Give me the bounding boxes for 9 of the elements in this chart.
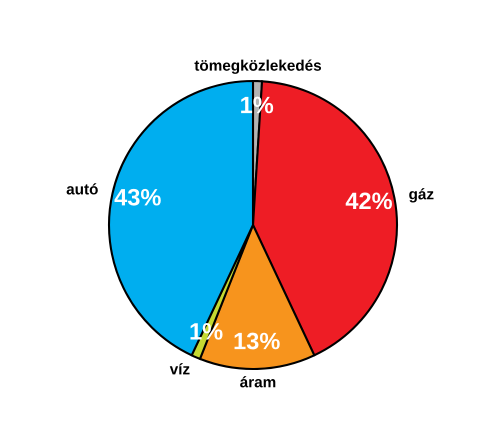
data-label: 42% [346, 192, 392, 210]
slice-label: autó [66, 183, 98, 195]
slice-label: áram [240, 376, 276, 388]
data-label: 1% [241, 96, 274, 114]
slice-label: tömegközlekedés [194, 59, 322, 74]
slice-label: gáz [409, 188, 434, 203]
slice-label: víz [170, 363, 190, 374]
data-label: 13% [234, 332, 280, 350]
data-label: 43% [114, 188, 161, 206]
